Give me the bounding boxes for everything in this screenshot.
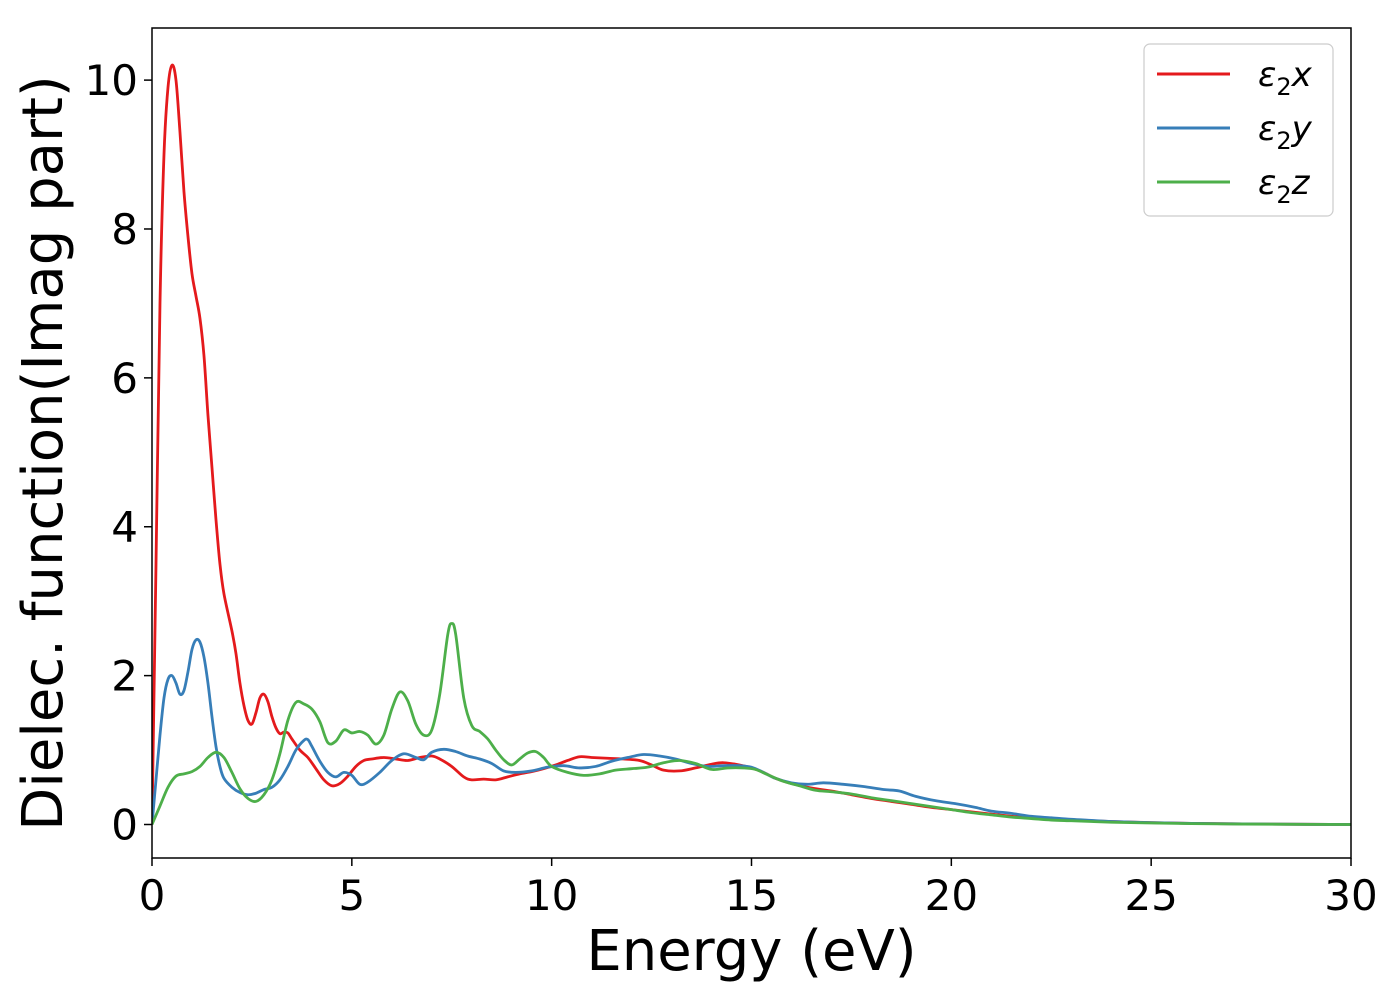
legend-box [1143, 43, 1334, 217]
x-tick-label: 15 [725, 871, 778, 920]
legend-items: ε2x ε2y ε2z [1157, 55, 1313, 209]
x-tick-label: 20 [925, 871, 978, 920]
legend-label-x: ε2x [1258, 55, 1313, 101]
y-tick-label: 6 [111, 354, 138, 403]
y-tick-label: 2 [111, 652, 138, 701]
x-tick-label: 0 [139, 871, 166, 920]
legend-label-z: ε2z [1258, 163, 1311, 209]
y-axis-ticks: 0 2 4 6 8 10 [85, 56, 152, 850]
y-tick-label: 8 [111, 205, 138, 254]
x-axis-ticks: 0 5 10 15 20 25 30 [139, 858, 1378, 920]
x-axis-label: Energy (eV) [586, 919, 916, 984]
y-axis-label: Dielec. function(Imag part) [11, 75, 76, 831]
x-tick-label: 5 [338, 871, 365, 920]
series-line-y [152, 637, 1351, 826]
legend: ε2x ε2y ε2z [1143, 43, 1334, 217]
x-tick-label: 25 [1124, 871, 1177, 920]
y-tick-label: 0 [111, 801, 138, 850]
plot-frame [151, 27, 1352, 859]
series-group [152, 63, 1351, 826]
legend-label-y: ε2y [1258, 109, 1313, 155]
series-line-z [152, 622, 1351, 826]
y-tick-label: 10 [85, 56, 138, 105]
x-tick-label: 30 [1324, 871, 1377, 920]
y-tick-label: 4 [111, 503, 138, 552]
x-tick-label: 10 [525, 871, 578, 920]
